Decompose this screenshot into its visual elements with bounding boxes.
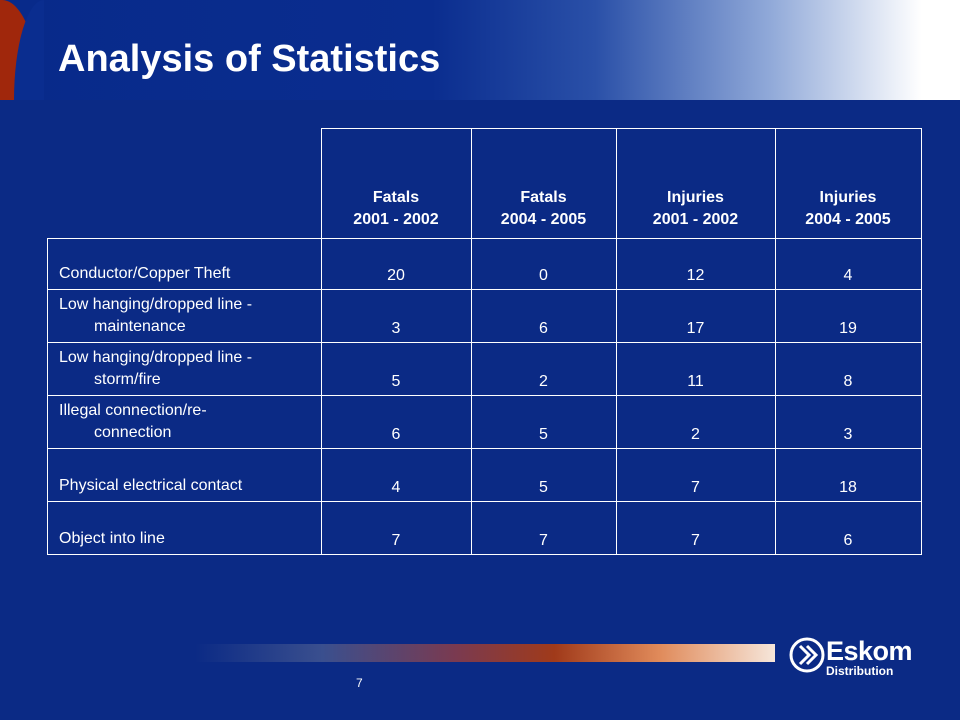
table-row: Low hanging/dropped line - maintenance 3 … [47,289,922,343]
table-cell: 19 [774,289,922,343]
table-cell: 5 [320,342,472,396]
logo-wordmark: Eskom [826,636,913,666]
table-cell: 11 [615,342,776,396]
table-row: Physical electrical contact 4 5 7 18 [47,448,922,502]
table-row: Conductor/Copper Theft 20 0 12 4 [47,238,922,290]
table-cell: 0 [470,238,617,290]
table-cell: 12 [615,238,776,290]
table-cell: 3 [320,289,472,343]
table-cell: 6 [470,289,617,343]
table-row: Low hanging/dropped line - storm/fire 5 2… [47,342,922,396]
table-cell: 18 [774,448,922,502]
table-corner-blank [47,128,322,239]
red-swoosh-decoration [0,0,44,100]
row-label: Low hanging/dropped line - storm/fire [47,342,322,396]
table-cell: 4 [774,238,922,290]
table-cell: 6 [320,395,472,449]
column-header: Fatals 2004 - 2005 [470,128,617,239]
table-cell: 3 [774,395,922,449]
table-cell: 7 [615,448,776,502]
table-cell: 4 [320,448,472,502]
row-label: Object into line [47,501,322,555]
table-cell: 7 [320,501,472,555]
eskom-logo-icon [789,637,825,673]
table-cell: 6 [774,501,922,555]
row-label: Low hanging/dropped line - maintenance [47,289,322,343]
table-cell: 5 [470,448,617,502]
table-cell: 7 [470,501,617,555]
table-row: Object into line 7 7 7 6 [47,501,922,555]
table-cell: 20 [320,238,472,290]
row-label: Physical electrical contact [47,448,322,502]
column-header: Injuries 2001 - 2002 [615,128,776,239]
table-row: Illegal connection/re-connection 6 5 2 3 [47,395,922,449]
table-cell: 7 [615,501,776,555]
logo-subtitle: Distribution [826,664,894,678]
row-label: Illegal connection/re-connection [47,395,322,449]
page-number: 7 [356,676,363,690]
header-band [0,0,960,100]
row-label: Conductor/Copper Theft [47,238,322,290]
footer-gradient-bar [195,644,775,662]
column-header: Injuries 2004 - 2005 [774,128,922,239]
page-title: Analysis of Statistics [58,38,441,80]
table-cell: 2 [615,395,776,449]
column-header: Fatals 2001 - 2002 [320,128,472,239]
table-cell: 8 [774,342,922,396]
table-cell: 17 [615,289,776,343]
statistics-table: Fatals 2001 - 2002 Fatals 2004 - 2005 Inju… [47,128,922,555]
table-cell: 5 [470,395,617,449]
table-cell: 2 [470,342,617,396]
